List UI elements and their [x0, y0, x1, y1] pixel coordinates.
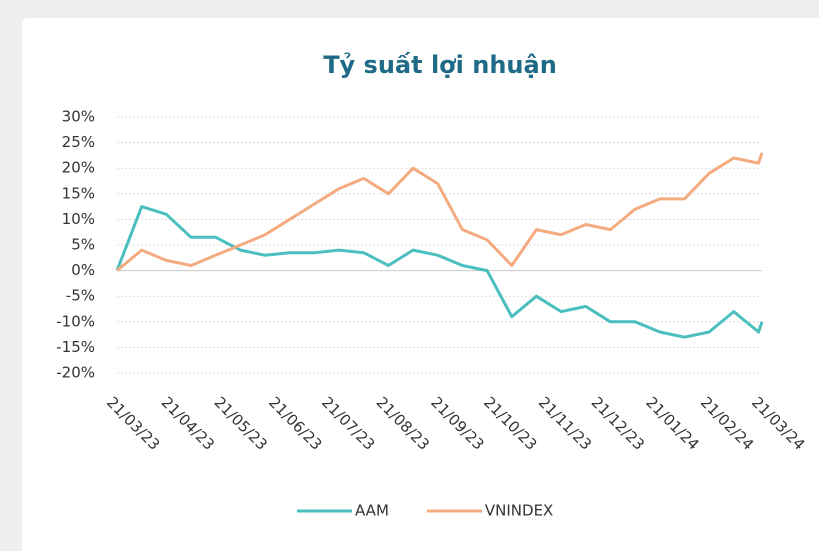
- legend-label: AAM: [355, 502, 389, 520]
- y-tick-label: 5%: [71, 236, 95, 254]
- y-tick-label: 0%: [71, 261, 95, 279]
- y-tick-label: -20%: [56, 364, 95, 382]
- y-tick-label: 20%: [62, 159, 95, 177]
- y-tick-label: -5%: [66, 287, 95, 305]
- y-tick-label: -10%: [56, 312, 95, 330]
- y-tick-label: 30%: [62, 108, 95, 126]
- line-series: [116, 152, 764, 272]
- y-tick-label: -15%: [56, 338, 95, 356]
- y-tick-label: 10%: [62, 210, 95, 228]
- card: [22, 18, 819, 551]
- y-tick-label: 15%: [62, 184, 95, 202]
- y-tick-label: 25%: [62, 133, 95, 151]
- chart-title: Tỷ suất lợi nhuận: [323, 51, 557, 79]
- line-series: [115, 205, 764, 339]
- legend-label: VNINDEX: [485, 502, 553, 520]
